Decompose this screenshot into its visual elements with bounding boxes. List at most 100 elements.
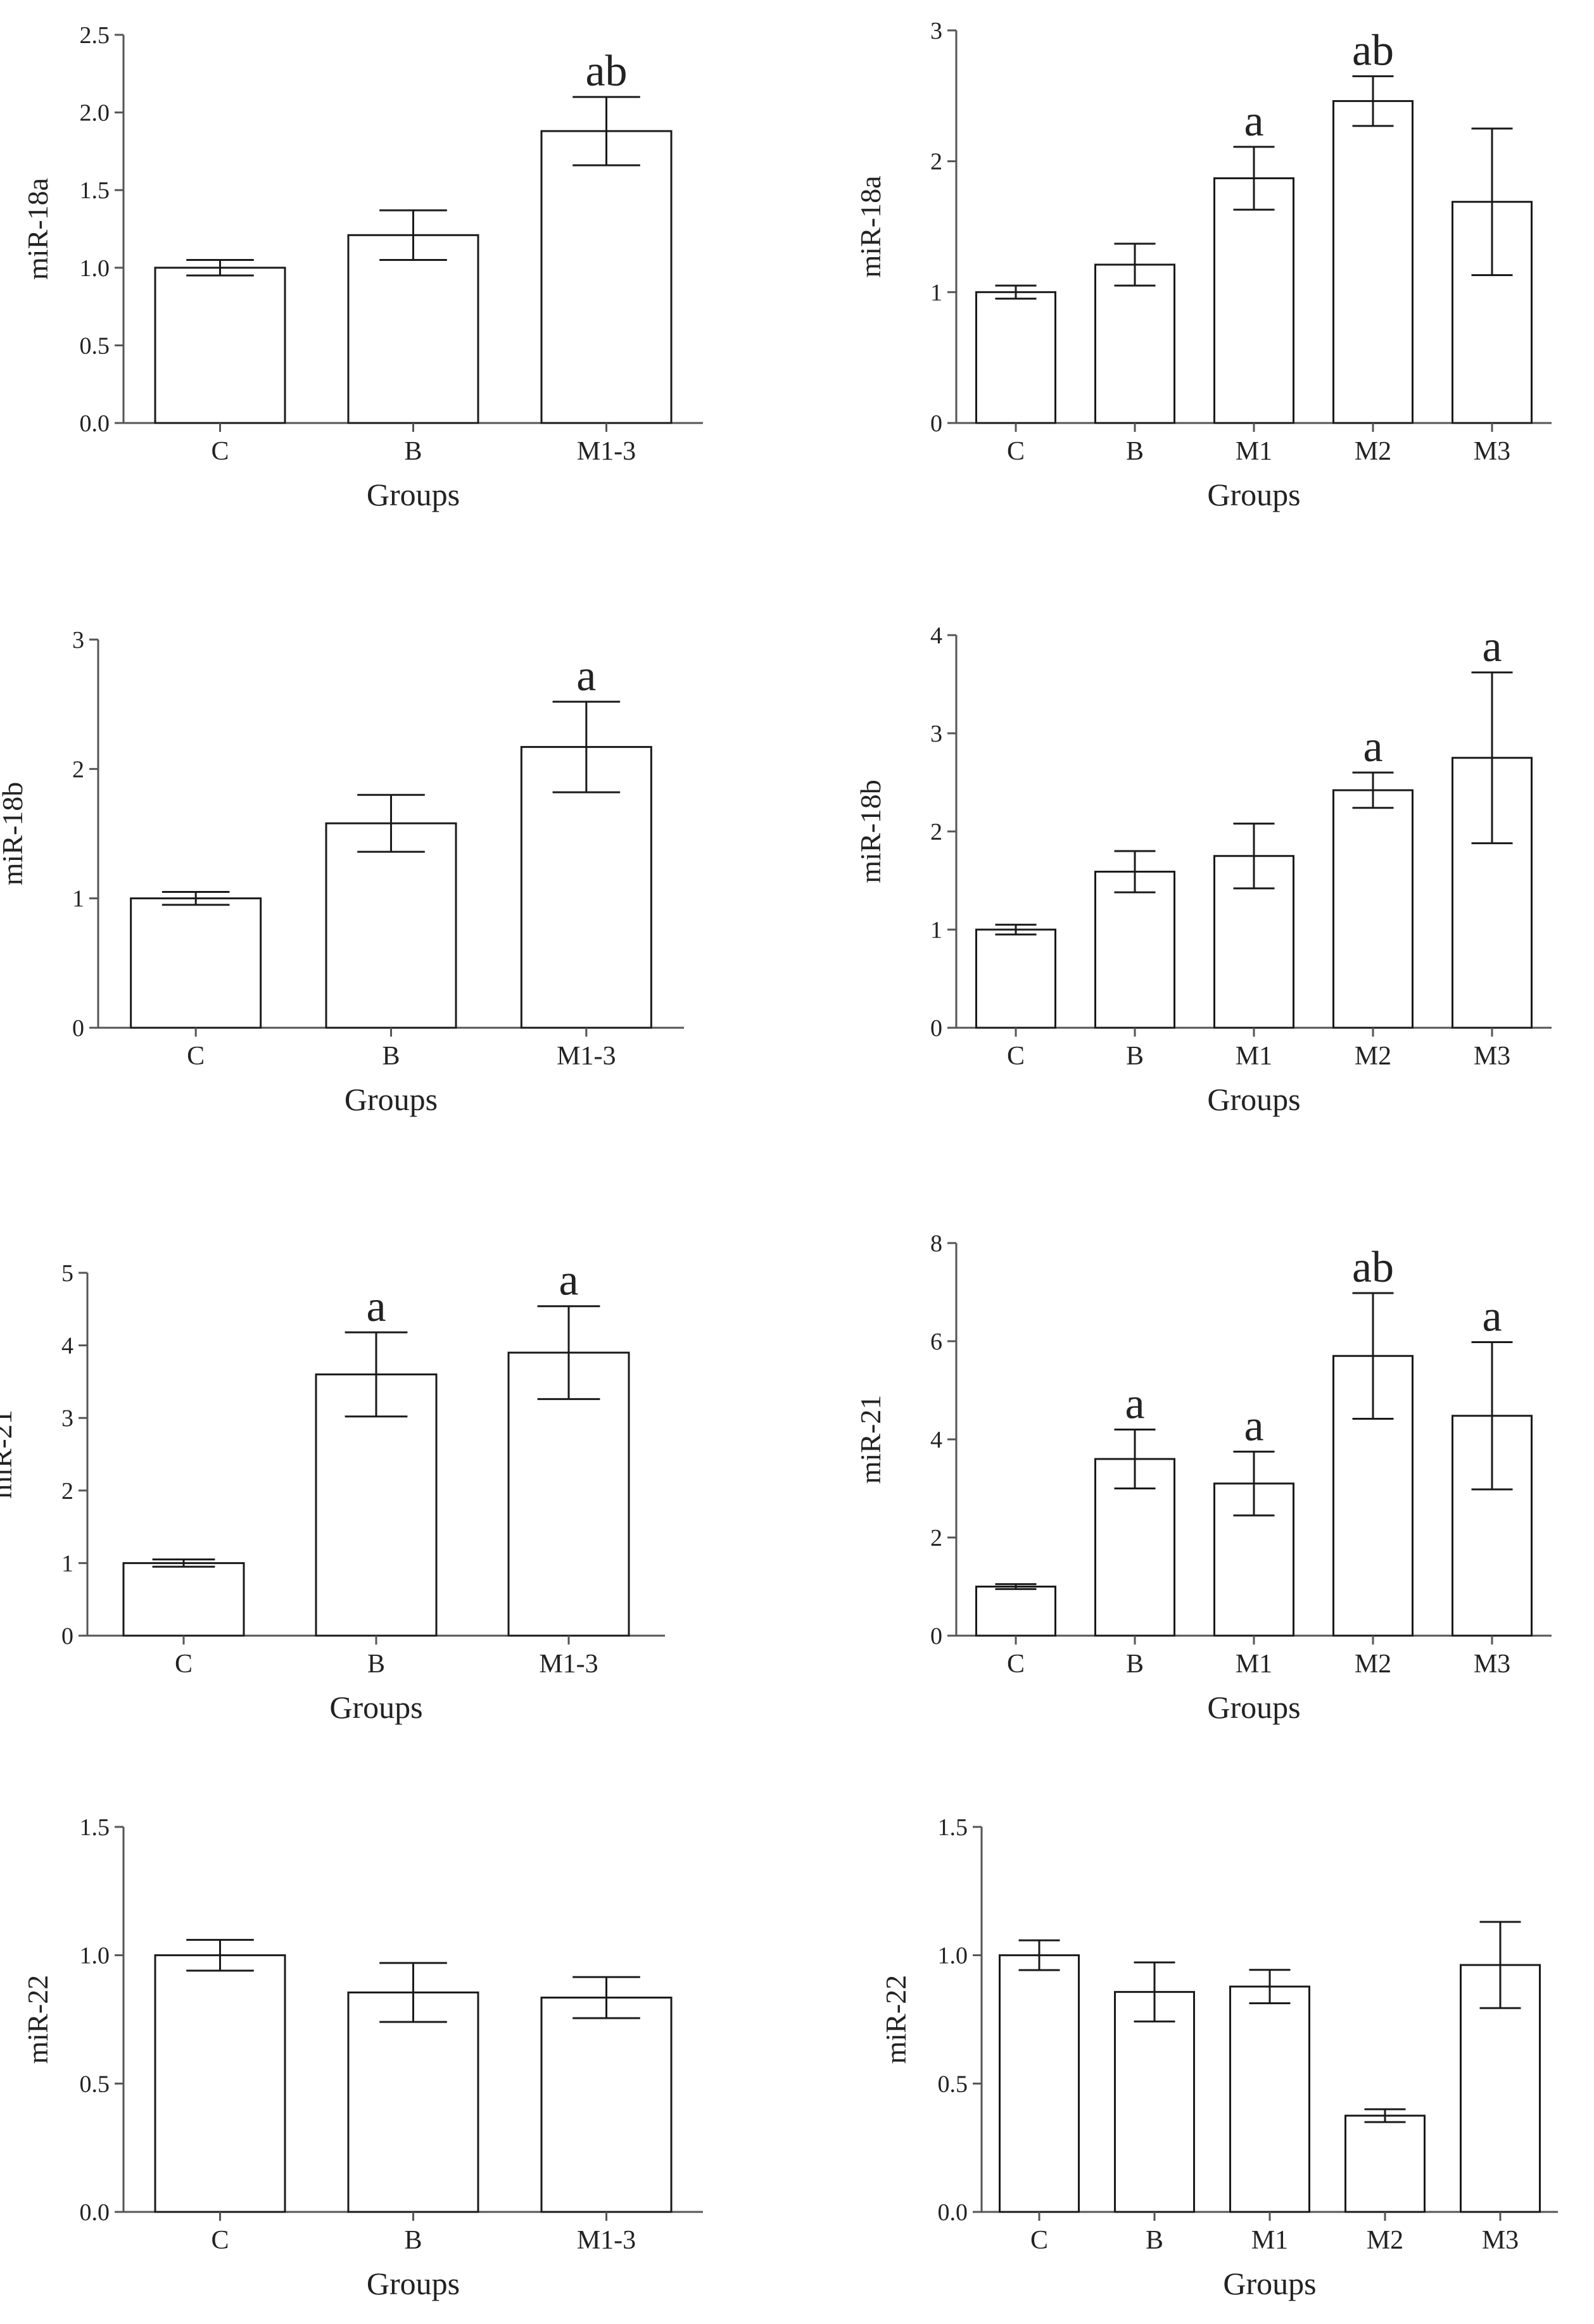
chart-panel-mir18b-groups: 0 1 2 3 4 miR-18b C B M1 a M2 a M3 Groups <box>842 605 1594 1137</box>
x-axis-title: Groups <box>367 2266 460 2301</box>
y-tick-label: 0 <box>72 1015 84 1042</box>
y-tick-label: 1.5 <box>80 1814 110 1841</box>
bar <box>1213 177 1294 424</box>
x-tick-label: C <box>211 2226 229 2255</box>
significance-label: a <box>1125 1380 1144 1429</box>
x-tick-label: M1 <box>1236 437 1272 466</box>
x-tick-label: M2 <box>1355 1650 1391 1679</box>
bar <box>1332 789 1414 1029</box>
chart-svg: 0 1 2 3 4 miR-18b C B M1 a M2 a M3 Groups <box>854 622 1552 1117</box>
y-tick-label: 2 <box>930 819 942 845</box>
y-tick-label: 2 <box>930 1525 942 1551</box>
x-tick-label: C <box>187 1042 205 1071</box>
chart-svg: 0 1 2 3 miR-18b C Ba M1-3 Groups <box>0 627 684 1117</box>
bar <box>130 897 262 1029</box>
y-tick-label: 2.5 <box>80 22 110 49</box>
significance-label: a <box>1482 1292 1502 1341</box>
y-tick-label: 1 <box>930 917 942 944</box>
x-tick-label: B <box>1126 437 1144 466</box>
significance-label: ab <box>1352 26 1394 75</box>
y-tick-label: 1.5 <box>938 1814 968 1841</box>
x-axis-title: Groups <box>1207 477 1300 512</box>
bar <box>999 1954 1080 2213</box>
significance-label: a <box>1482 622 1502 671</box>
significance-label: a <box>576 652 596 700</box>
x-tick-label: M3 <box>1474 437 1510 466</box>
x-tick-label: M3 <box>1482 2226 1519 2255</box>
y-tick-label: 0.0 <box>80 2199 110 2226</box>
y-tick-label: 3 <box>61 1405 73 1432</box>
chart-svg: 0.0 0.5 1.0 1.5 miR-22 C B M1 M2 M3 Groups <box>880 1814 1558 2301</box>
x-tick-label: M3 <box>1474 1650 1510 1679</box>
x-axis-title: Groups <box>1223 2266 1316 2301</box>
x-tick-label: C <box>1007 1042 1025 1071</box>
y-tick-label: 1.0 <box>80 255 110 282</box>
y-tick-label: 1 <box>72 886 84 913</box>
chart-svg: 0.0 0.5 1.0 1.5 miR-22 C B M1-3 Groups <box>22 1814 703 2301</box>
bar <box>975 928 1056 1029</box>
chart-svg: 0.0 0.5 1.0 1.5 2.0 2.5 miR-18a C Bab M1-3 Groups <box>22 22 703 512</box>
y-tick-label: 2 <box>61 1478 73 1505</box>
y-axis-title: miR-22 <box>22 1975 54 2064</box>
y-axis-title: miR-18a <box>22 178 54 280</box>
bar <box>325 822 457 1029</box>
bar <box>975 291 1056 424</box>
y-tick-label: 3 <box>930 721 942 747</box>
bar <box>1332 100 1414 424</box>
x-tick-label: M2 <box>1355 1042 1391 1071</box>
x-tick-label: M1-3 <box>557 1042 616 1071</box>
x-tick-label: M1 <box>1251 2226 1288 2255</box>
x-tick-label: M1 <box>1236 1650 1272 1679</box>
y-tick-label: 0.0 <box>938 2199 968 2226</box>
significance-label: a <box>1363 723 1382 771</box>
x-axis-title: Groups <box>329 1689 422 1725</box>
significance-label: a <box>366 1282 386 1331</box>
x-tick-label: M3 <box>1474 1042 1510 1071</box>
y-tick-label: 5 <box>61 1260 73 1287</box>
x-tick-label: C <box>1030 2226 1048 2255</box>
x-tick-label: B <box>1126 1042 1144 1071</box>
x-tick-label: M1-3 <box>539 1650 598 1679</box>
chart-svg: 0 2 4 6 8 miR-21 Ca Ba M1 ab M2 a M3 Groups <box>854 1230 1552 1725</box>
x-tick-label: C <box>1007 1650 1025 1679</box>
y-tick-label: 0.5 <box>938 2071 968 2097</box>
chart-panel-mir22-combined: 0.0 0.5 1.0 1.5 miR-22 C B M1-3 Groups <box>0 1789 760 2321</box>
x-tick-label: M2 <box>1367 2226 1403 2255</box>
y-axis-title: miR-21 <box>854 1395 887 1484</box>
y-tick-label: 1.5 <box>80 177 110 204</box>
y-tick-label: 0.5 <box>80 332 110 359</box>
significance-label: a <box>1244 97 1263 146</box>
y-tick-label: 2 <box>72 756 84 783</box>
bar <box>1094 263 1175 424</box>
y-tick-label: 1 <box>61 1550 73 1577</box>
bar <box>347 234 479 424</box>
x-tick-label: M1 <box>1236 1042 1272 1071</box>
y-tick-label: 3 <box>930 18 942 44</box>
y-tick-label: 0.5 <box>80 2071 110 2097</box>
x-tick-label: M1-3 <box>577 2226 636 2255</box>
y-tick-label: 1.0 <box>938 1943 968 1969</box>
bar <box>540 130 673 424</box>
bar <box>154 1954 286 2213</box>
x-tick-label: C <box>175 1650 193 1679</box>
x-tick-label: M2 <box>1355 437 1391 466</box>
y-tick-label: 2.0 <box>80 100 110 127</box>
chart-svg: 0 1 2 3 4 5 miR-21 Ca Ba M1-3 Groups <box>0 1256 665 1725</box>
y-tick-label: 0.0 <box>80 410 110 437</box>
x-axis-title: Groups <box>1207 1082 1300 1117</box>
x-tick-label: B <box>1146 2226 1163 2255</box>
bar <box>975 1586 1056 1637</box>
bar <box>122 1562 245 1637</box>
bar <box>1344 2114 1426 2213</box>
x-axis-title: Groups <box>1207 1689 1300 1725</box>
bar <box>1094 871 1175 1029</box>
x-axis-title: Groups <box>367 477 460 512</box>
y-tick-label: 4 <box>61 1333 73 1360</box>
x-tick-label: B <box>404 437 422 466</box>
bar <box>540 1997 673 2213</box>
y-tick-label: 2 <box>930 149 942 175</box>
